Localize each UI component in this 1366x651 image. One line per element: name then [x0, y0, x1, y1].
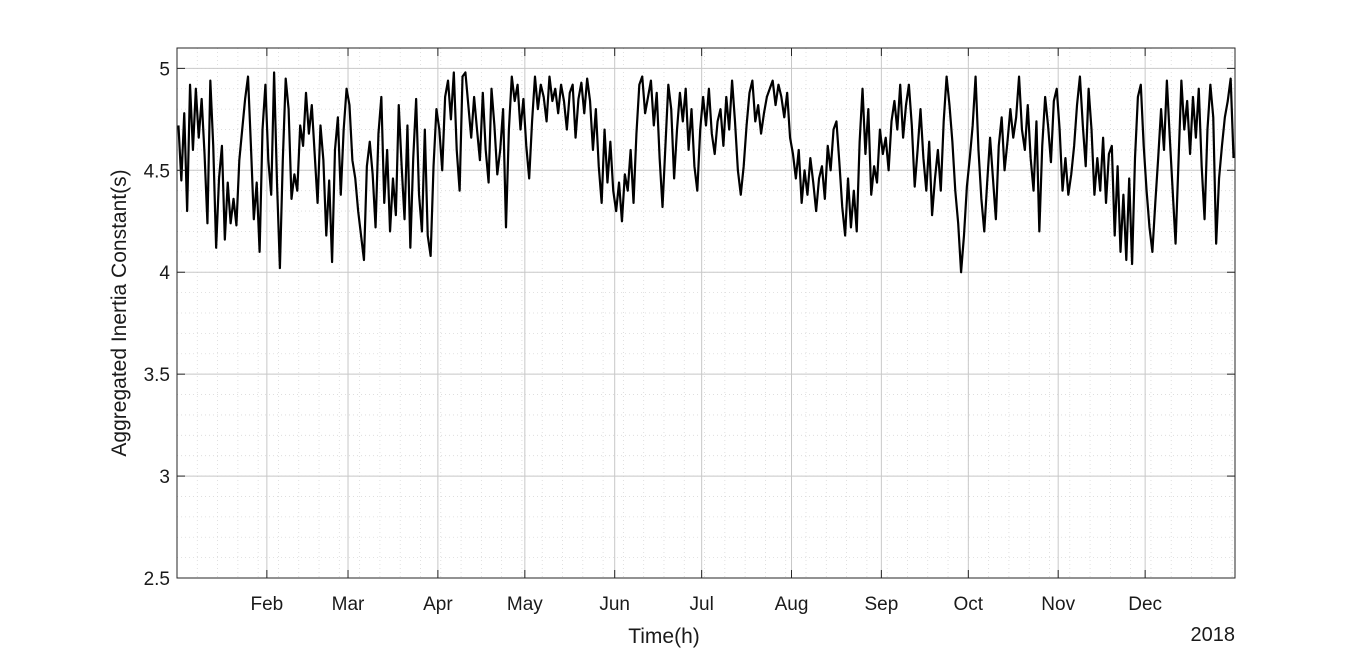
y-tick-label: 5 [159, 59, 170, 80]
series-line-1 [177, 71, 1235, 274]
x-tick-label: Oct [954, 594, 984, 615]
x-axis-year-label: 2018 [1191, 624, 1236, 646]
x-axis-label: Time(h) [628, 625, 700, 648]
y-tick-label: 3 [159, 467, 170, 488]
y-axis-label: Aggregated Inertia Constant(s) [108, 169, 131, 456]
y-tick-label: 2.5 [144, 569, 170, 590]
x-tick-label: Jun [599, 594, 630, 615]
x-tick-label: Feb [250, 594, 283, 615]
plot-area-frame [176, 47, 1236, 579]
x-axis-ticks: Feb Mar Apr May Jun Jul Aug Sep Oct Nov Dec [250, 48, 1162, 615]
series-layer [177, 71, 1235, 274]
y-tick-label: 3.5 [144, 365, 170, 386]
x-tick-label: Jul [690, 594, 714, 615]
x-tick-label: Nov [1041, 594, 1075, 615]
x-tick-label: Mar [332, 594, 365, 615]
y-tick-label: 4.5 [144, 161, 170, 182]
y-tick-label: 4 [159, 263, 170, 284]
x-tick-label: Dec [1128, 594, 1162, 615]
x-tick-label: May [507, 594, 543, 615]
x-tick-label: Sep [864, 594, 898, 615]
x-tick-label: Aug [775, 594, 809, 615]
y-axis-ticks: 2.5 3 3.5 4 4.5 5 [144, 59, 1235, 590]
x-tick-label: Apr [423, 594, 453, 615]
